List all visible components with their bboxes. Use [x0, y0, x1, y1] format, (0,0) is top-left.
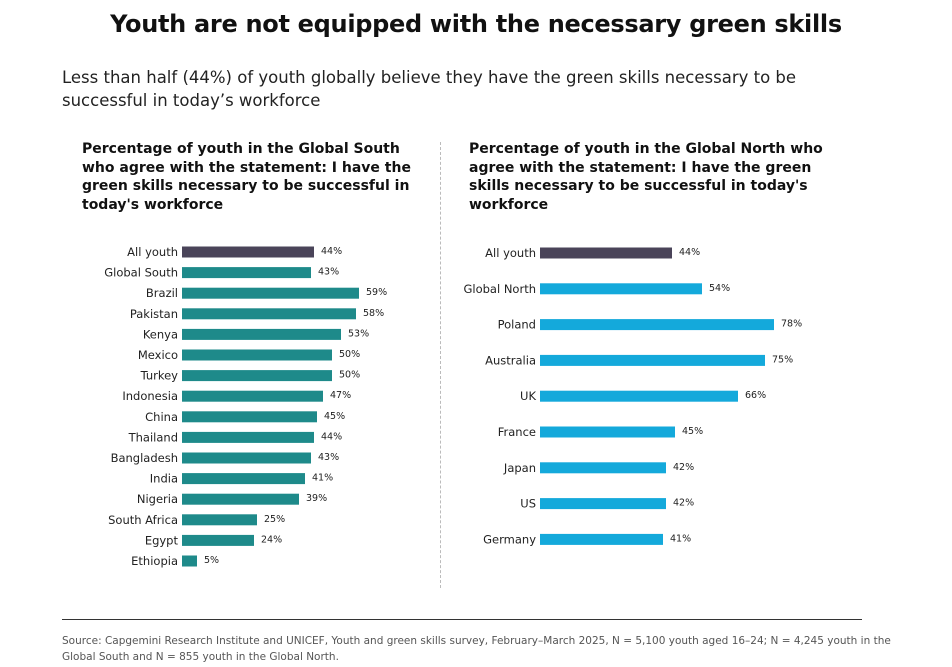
global-south-value-label: 39%: [306, 493, 327, 504]
global-south-bar: [182, 534, 254, 546]
global-north-value-label: 42%: [673, 462, 694, 473]
global-south-value-label: 50%: [339, 370, 360, 381]
global-south-value-label: 24%: [261, 534, 282, 545]
global-north-category-label: Poland: [498, 318, 536, 332]
global-north-category-label: France: [498, 425, 536, 439]
global-south-category-label: India: [150, 472, 178, 486]
global-south-bar: [182, 308, 356, 320]
global-north-bar: [540, 354, 765, 366]
global-south-value-label: 41%: [312, 473, 333, 484]
global-south-bar: [182, 411, 317, 423]
panel-divider: [440, 142, 441, 588]
global-south-value-label: 5%: [204, 555, 219, 566]
global-north-bar: [540, 533, 663, 545]
global-north-bar: [540, 498, 666, 510]
global-south-bar-chart: All youth 44% Global South 43% Brazil 59% Paki…: [104, 245, 387, 568]
global-south-category-label: Mexico: [138, 348, 178, 362]
global-north-category-label: Japan: [503, 461, 536, 475]
global-north-value-label: 42%: [673, 498, 694, 509]
global-north-bar: [540, 462, 666, 474]
page-subtitle: Less than half (44%) of youth globally b…: [62, 68, 797, 110]
global-south-value-label: 43%: [318, 452, 339, 463]
global-south-value-label: 59%: [366, 287, 387, 298]
global-south-value-label: 44%: [321, 431, 342, 442]
global-south-category-label: Thailand: [128, 430, 178, 444]
global-north-value-label: 75%: [772, 354, 793, 365]
global-south-chart-title: Percentage of youth in the Global South …: [82, 141, 411, 213]
global-north-bar: [540, 247, 672, 259]
global-south-category-label: Kenya: [143, 327, 178, 341]
global-north-bar: [540, 390, 738, 402]
global-south-category-label: Turkey: [140, 369, 179, 383]
global-north-bar-chart: All youth 44% Global North 54% Poland 78% Aust…: [463, 246, 802, 546]
global-north-value-label: 44%: [679, 247, 700, 258]
global-south-bar: [182, 431, 314, 443]
global-south-value-label: 43%: [318, 267, 339, 278]
global-south-category-label: Global South: [104, 266, 178, 280]
global-north-bar: [540, 283, 702, 295]
global-south-category-label: China: [145, 410, 178, 424]
global-north-category-label: Germany: [483, 532, 536, 546]
global-north-value-label: 66%: [745, 390, 766, 401]
global-south-category-label: All youth: [127, 245, 178, 259]
global-south-bar: [182, 493, 299, 505]
global-south-value-label: 53%: [348, 328, 369, 339]
global-south-bar: [182, 287, 359, 299]
global-north-value-label: 45%: [682, 426, 703, 437]
global-south-bar: [182, 246, 314, 258]
global-south-bar: [182, 555, 197, 567]
global-north-category-label: Global North: [463, 282, 536, 296]
global-north-bar: [540, 319, 774, 331]
global-south-bar: [182, 452, 311, 464]
global-south-value-label: 25%: [264, 514, 285, 525]
global-south-bar: [182, 349, 332, 361]
global-north-chart-title: Percentage of youth in the Global North …: [469, 141, 823, 213]
global-south-value-label: 50%: [339, 349, 360, 360]
global-south-category-label: Egypt: [145, 533, 179, 547]
global-south-category-label: Brazil: [146, 286, 178, 300]
global-south-value-label: 47%: [330, 390, 351, 401]
global-south-category-label: Nigeria: [137, 492, 178, 506]
global-south-bar: [182, 514, 257, 526]
global-south-category-label: Ethiopia: [131, 554, 178, 568]
global-south-category-label: Indonesia: [122, 389, 178, 403]
global-north-value-label: 78%: [781, 319, 802, 330]
global-south-category-label: Bangladesh: [111, 451, 178, 465]
global-north-category-label: All youth: [485, 246, 536, 260]
global-north-category-label: US: [520, 497, 536, 511]
global-south-bar: [182, 267, 311, 279]
global-north-category-label: Australia: [485, 353, 536, 367]
global-south-bar: [182, 390, 323, 402]
global-south-category-label: South Africa: [108, 513, 178, 527]
global-south-value-label: 45%: [324, 411, 345, 422]
global-south-bar: [182, 370, 332, 382]
global-north-value-label: 41%: [670, 533, 691, 544]
global-south-bar: [182, 328, 341, 340]
global-north-category-label: UK: [520, 389, 536, 403]
global-south-value-label: 44%: [321, 246, 342, 257]
source-note: Source: Capgemini Research Institute and…: [62, 635, 891, 663]
global-north-bar: [540, 426, 675, 438]
global-north-value-label: 54%: [709, 283, 730, 294]
page-title: Youth are not equipped with the necessar…: [110, 10, 842, 38]
global-south-bar: [182, 473, 305, 485]
global-south-value-label: 58%: [363, 308, 384, 319]
global-south-category-label: Pakistan: [130, 307, 178, 321]
footer-rule: [62, 619, 862, 620]
